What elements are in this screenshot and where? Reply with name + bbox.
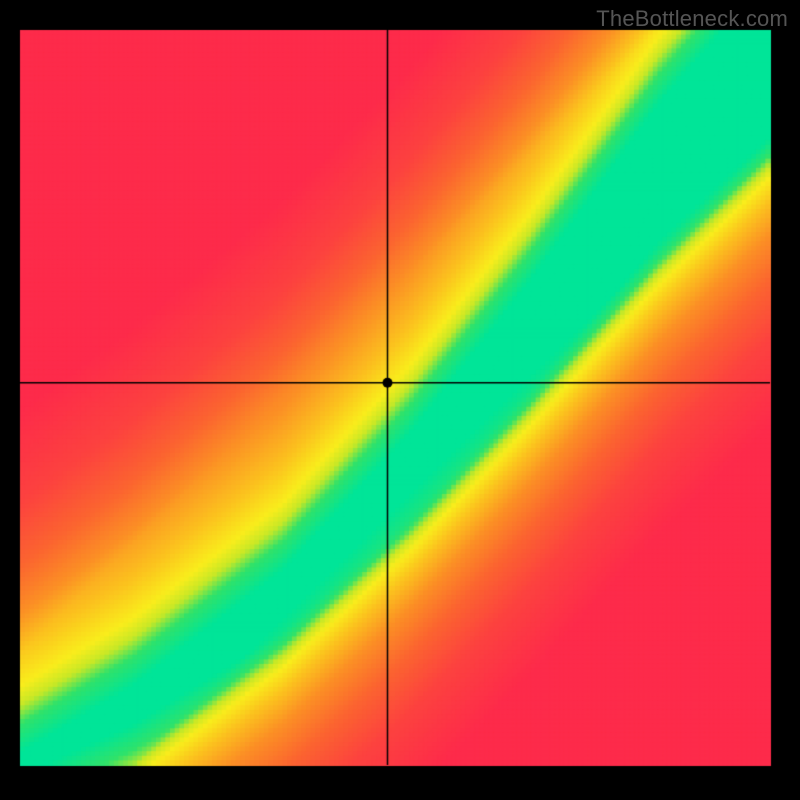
chart-container: TheBottleneck.com [0, 0, 800, 800]
heatmap-canvas [0, 0, 800, 800]
watermark-label: TheBottleneck.com [596, 6, 788, 32]
